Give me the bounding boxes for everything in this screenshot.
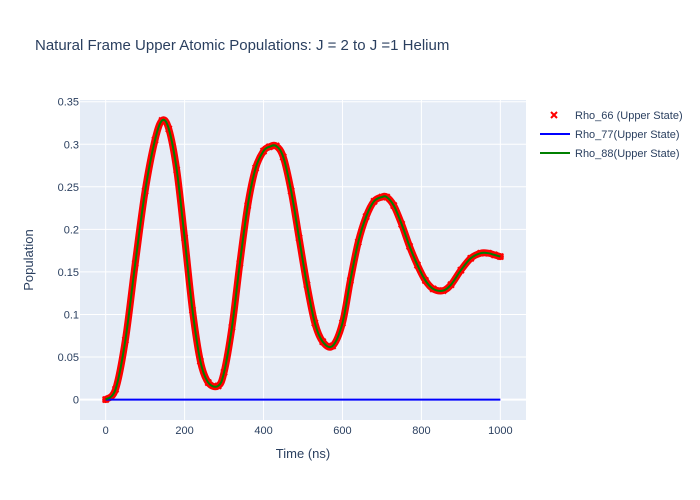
y-axis-title: Population bbox=[21, 229, 36, 290]
ticks: 0 200 400 600 800 1000 0 0.05 0.1 0.15 0.2 0.25 0.3 0… bbox=[58, 97, 513, 437]
y-tick-label: 0 bbox=[73, 395, 79, 407]
y-tick-label: 0.2 bbox=[64, 224, 79, 236]
x-tick-label: 600 bbox=[333, 425, 351, 437]
series-2 bbox=[104, 118, 501, 401]
x-tick-label: 1000 bbox=[488, 425, 512, 437]
x-tick-label: 200 bbox=[175, 425, 193, 437]
legend-label: Rho_66 (Upper State) bbox=[575, 110, 683, 122]
legend-item-2[interactable]: Rho_88(Upper State) bbox=[540, 148, 680, 160]
legend-item-0[interactable]: Rho_66 (Upper State) bbox=[550, 110, 683, 122]
series-2-line bbox=[104, 118, 501, 401]
x-tick-label: 400 bbox=[254, 425, 272, 437]
legend-item-1[interactable]: Rho_77(Upper State) bbox=[540, 129, 680, 141]
x-axis-title: Time (ns) bbox=[276, 446, 330, 461]
y-tick-label: 0.35 bbox=[58, 97, 79, 109]
y-tick-label: 0.25 bbox=[58, 182, 79, 194]
legend-label: Rho_77(Upper State) bbox=[575, 129, 680, 141]
y-tick-label: 0.15 bbox=[58, 267, 79, 279]
legend-label: Rho_88(Upper State) bbox=[575, 148, 680, 160]
legend[interactable]: Rho_66 (Upper State) Rho_77(Upper State) R… bbox=[540, 110, 683, 160]
y-tick-label: 0.3 bbox=[64, 139, 79, 151]
y-tick-label: 0.05 bbox=[58, 352, 79, 364]
y-tick-label: 0.1 bbox=[64, 309, 79, 321]
chart-title: Natural Frame Upper Atomic Populations: … bbox=[35, 37, 449, 54]
x-tick-label: 800 bbox=[412, 425, 430, 437]
x-tick-label: 0 bbox=[103, 425, 109, 437]
series-layer bbox=[101, 116, 505, 404]
legend-marker-icon bbox=[550, 111, 558, 119]
